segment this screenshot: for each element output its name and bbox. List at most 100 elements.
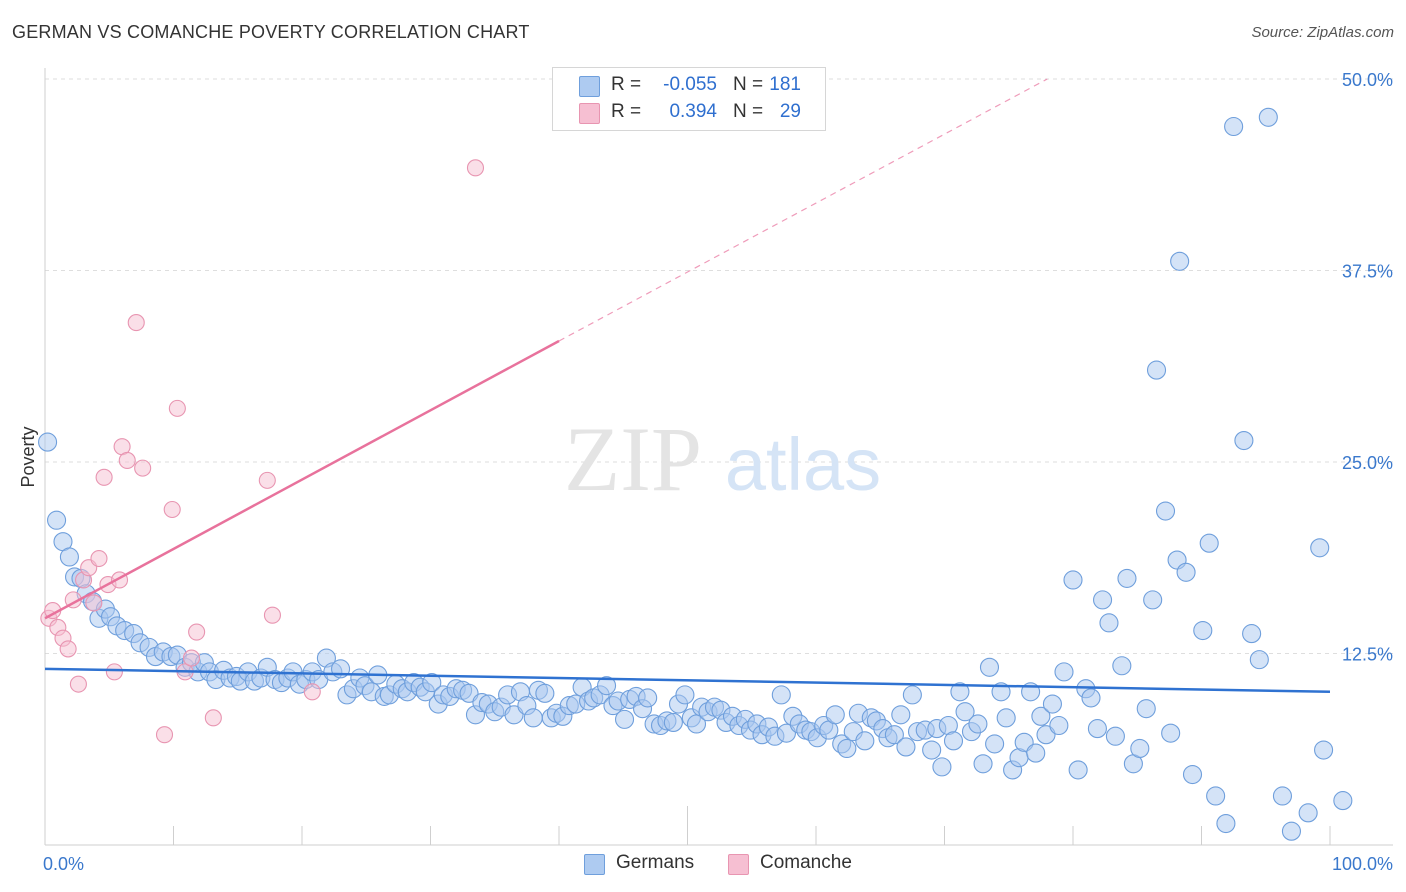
legend-r-label: R = bbox=[611, 74, 642, 95]
series-swatch-comanche bbox=[728, 854, 749, 875]
german-point bbox=[504, 705, 524, 725]
comanche-point bbox=[466, 159, 485, 177]
german-point bbox=[1199, 533, 1219, 553]
comanche-trend-extension bbox=[558, 78, 1048, 342]
german-point bbox=[968, 714, 988, 734]
german-point bbox=[638, 688, 658, 708]
comanche-points bbox=[40, 159, 485, 744]
german-point bbox=[38, 432, 58, 452]
comanche-point bbox=[155, 726, 174, 744]
german-point bbox=[1224, 116, 1244, 137]
source-credit: Source: ZipAtlas.com bbox=[1251, 24, 1394, 41]
correlation-legend: R = -0.055 N = 181 R = 0.394 N = 29 bbox=[552, 67, 826, 131]
german-point bbox=[596, 676, 617, 696]
german-points bbox=[38, 107, 1353, 841]
comanche-point bbox=[85, 594, 103, 612]
german-point bbox=[614, 709, 635, 729]
german-point bbox=[896, 737, 916, 757]
german-point bbox=[1143, 590, 1163, 610]
german-point bbox=[459, 683, 479, 703]
german-point bbox=[985, 734, 1005, 754]
comanche-point bbox=[258, 471, 276, 489]
y-axis-label: Poverty bbox=[18, 426, 38, 487]
german-point bbox=[422, 673, 442, 693]
series-legend: Germans Comanche bbox=[0, 852, 1406, 878]
chart-title: GERMAN VS COMANCHE POVERTY CORRELATION C… bbox=[12, 22, 530, 42]
german-point bbox=[1310, 538, 1330, 558]
legend-n-value-germans: 181 bbox=[769, 74, 801, 95]
german-point bbox=[1036, 725, 1056, 745]
series-swatch-germans bbox=[584, 854, 605, 875]
german-point bbox=[902, 685, 922, 705]
legend-r-value-comanche: 0.394 bbox=[669, 101, 717, 122]
x-tick-label-max: 100.0% bbox=[1332, 854, 1393, 874]
german-point bbox=[1176, 562, 1196, 582]
german-point bbox=[1182, 764, 1203, 785]
german-point bbox=[1031, 706, 1051, 726]
german-point bbox=[1042, 694, 1062, 714]
german-point bbox=[1333, 791, 1353, 811]
german-point bbox=[523, 708, 543, 728]
german-point bbox=[837, 738, 857, 759]
german-point bbox=[59, 547, 79, 567]
german-point bbox=[973, 754, 993, 774]
german-point bbox=[1314, 740, 1334, 760]
y-tick-label: 12.5% bbox=[1342, 645, 1393, 665]
german-point bbox=[1170, 251, 1190, 271]
german-point bbox=[1105, 726, 1125, 746]
comanche-point bbox=[127, 314, 145, 332]
german-point bbox=[1272, 786, 1293, 806]
german-point bbox=[1026, 743, 1046, 763]
comanche-point bbox=[134, 459, 152, 477]
comanche-point bbox=[163, 500, 181, 519]
german-point bbox=[47, 510, 67, 530]
comanche-point bbox=[95, 468, 113, 486]
german-point bbox=[1258, 107, 1278, 127]
comanche-point bbox=[118, 451, 136, 470]
german-point bbox=[996, 708, 1016, 728]
german-point bbox=[1049, 715, 1069, 736]
comanche-point bbox=[69, 675, 87, 693]
x-tick-label-min: 0.0% bbox=[43, 854, 84, 874]
german-point bbox=[1161, 723, 1181, 743]
german-point bbox=[950, 682, 970, 702]
german-point bbox=[1117, 568, 1137, 588]
german-point bbox=[1054, 662, 1074, 682]
german-point bbox=[1087, 719, 1107, 739]
comanche-point bbox=[105, 663, 123, 681]
zipatlas-watermark: ZIP atlas bbox=[564, 408, 881, 510]
comanche-point bbox=[90, 549, 108, 568]
german-point bbox=[771, 685, 791, 705]
comanche-point bbox=[182, 649, 201, 667]
axes bbox=[44, 68, 1393, 846]
german-point bbox=[1216, 814, 1236, 834]
german-point bbox=[955, 702, 975, 722]
german-point bbox=[1155, 501, 1176, 521]
comanche-point bbox=[303, 683, 321, 701]
german-point bbox=[1112, 656, 1132, 676]
legend-r-label: R = bbox=[611, 101, 642, 122]
series-name-comanche: Comanche bbox=[760, 852, 852, 873]
tick-labels: 12.5% 25.0% 37.5% 50.0% 0.0% 100.0% bbox=[43, 70, 1393, 874]
legend-n-value-comanche: 29 bbox=[779, 101, 801, 122]
german-point bbox=[1242, 624, 1262, 644]
legend-n-label: N = bbox=[733, 101, 764, 122]
german-point bbox=[1068, 760, 1088, 780]
y-tick-label: 50.0% bbox=[1342, 70, 1393, 90]
legend-swatch-comanche bbox=[579, 103, 600, 124]
watermark-zip: ZIP bbox=[564, 408, 702, 510]
watermark-atlas: atlas bbox=[725, 423, 881, 506]
trend-lines bbox=[44, 78, 1331, 694]
german-point bbox=[943, 731, 964, 751]
german-point bbox=[1130, 738, 1150, 759]
german-trend-line bbox=[44, 667, 1331, 694]
german-point bbox=[776, 723, 796, 743]
german-point bbox=[825, 705, 845, 725]
y-tick-label: 37.5% bbox=[1342, 262, 1393, 282]
german-point bbox=[932, 757, 952, 777]
german-point bbox=[922, 740, 942, 760]
german-point bbox=[1206, 786, 1226, 806]
german-point bbox=[1063, 570, 1083, 590]
comanche-point bbox=[204, 709, 222, 727]
